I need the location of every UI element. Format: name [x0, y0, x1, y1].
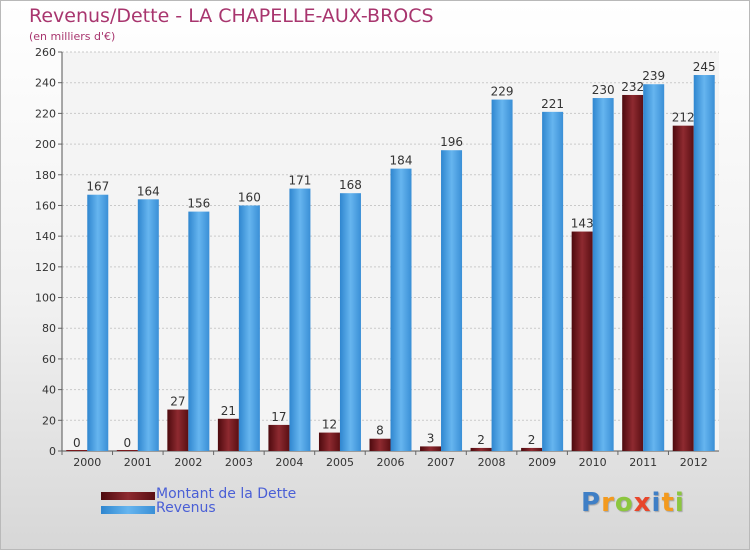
bar-revenus	[592, 98, 614, 452]
data-label-revenus: 245	[693, 60, 716, 74]
bar-dette	[66, 450, 88, 451]
bar-revenus	[137, 199, 159, 451]
y-tick-label: 180	[35, 169, 56, 182]
logo-letter: i	[674, 488, 685, 518]
y-tick-label: 80	[42, 322, 56, 335]
y-tick-label: 220	[35, 107, 56, 120]
bar-revenus	[289, 188, 311, 452]
bar-dette	[622, 94, 644, 451]
bar-dette	[268, 424, 290, 451]
data-label-dette: 2	[528, 433, 536, 447]
data-label-revenus: 184	[390, 154, 413, 168]
data-label-revenus: 168	[339, 178, 362, 192]
bar-revenus	[441, 150, 463, 451]
data-label-revenus: 196	[440, 135, 463, 149]
data-label-dette: 17	[271, 410, 286, 424]
chart-subtitle: (en milliers d'€)	[29, 30, 116, 43]
data-label-dette: 21	[221, 404, 236, 418]
logo-letter: t	[661, 488, 675, 518]
y-tick-label: 100	[35, 292, 56, 305]
data-label-revenus: 239	[642, 69, 665, 83]
bar-dette	[571, 231, 593, 451]
data-label-revenus: 156	[187, 197, 210, 211]
y-tick-label: 40	[42, 384, 56, 397]
bar-dette	[318, 432, 340, 451]
y-tick-label: 260	[35, 46, 56, 59]
y-tick-label: 240	[35, 77, 56, 90]
x-tick-label: 2003	[225, 456, 253, 469]
x-tick-label: 2012	[680, 456, 708, 469]
y-tick-label: 140	[35, 230, 56, 243]
data-label-dette: 12	[322, 418, 337, 432]
x-tick-label: 2000	[73, 456, 101, 469]
bar-revenus	[693, 75, 715, 452]
bar-revenus	[87, 194, 109, 451]
bar-dette	[116, 450, 138, 451]
data-label-revenus: 160	[238, 190, 261, 204]
x-tick-label: 2004	[275, 456, 303, 469]
data-label-dette: 8	[376, 424, 384, 438]
data-label-dette: 3	[427, 431, 435, 445]
bar-revenus	[390, 168, 412, 451]
legend-swatch-dette	[101, 492, 155, 500]
data-label-dette: 27	[170, 395, 185, 409]
data-label-dette: 2	[477, 433, 485, 447]
proxiti-logo: Proxiti	[581, 488, 685, 518]
x-tick-label: 2010	[579, 456, 607, 469]
y-tick-label: 200	[35, 138, 56, 151]
logo-letter: r	[601, 488, 615, 518]
bar-revenus	[643, 84, 665, 451]
data-label-dette: 0	[73, 436, 81, 450]
logo-letter: i	[651, 488, 662, 518]
legend-swatch-revenus	[101, 506, 155, 514]
legend-label-dette: Montant de la Dette	[156, 486, 297, 502]
bar-dette	[217, 418, 239, 451]
bar-revenus	[339, 193, 361, 451]
data-label-revenus: 171	[288, 174, 311, 188]
bar-revenus	[491, 99, 513, 452]
x-tick-label: 2009	[528, 456, 556, 469]
data-label-dette: 212	[672, 111, 695, 125]
x-tick-label: 2005	[326, 456, 354, 469]
logo-letter: x	[633, 488, 652, 518]
x-tick-label: 2007	[427, 456, 455, 469]
data-label-revenus: 230	[592, 83, 615, 97]
x-tick-label: 2011	[629, 456, 657, 469]
y-tick-label: 60	[42, 353, 56, 366]
bar-revenus	[238, 205, 260, 451]
data-label-dette: 143	[571, 217, 594, 231]
legend-label-revenus: Revenus	[156, 500, 216, 516]
bar-dette	[420, 446, 442, 451]
bar-revenus	[188, 211, 210, 451]
bar-dette	[470, 447, 492, 451]
data-label-dette: 0	[123, 436, 131, 450]
data-label-revenus: 229	[491, 85, 514, 99]
y-tick-label: 160	[35, 199, 56, 212]
bar-dette	[672, 125, 694, 452]
chart-title: Revenus/Dette - LA CHAPELLE-AUX-BROCS	[29, 5, 434, 27]
x-tick-label: 2006	[377, 456, 405, 469]
bar-dette	[369, 438, 391, 451]
y-tick-label: 0	[49, 445, 56, 458]
y-tick-label: 20	[42, 414, 56, 427]
data-label-revenus: 164	[137, 184, 160, 198]
x-tick-label: 2002	[174, 456, 202, 469]
y-tick-label: 120	[35, 261, 56, 274]
logo-letter: o	[614, 488, 634, 518]
data-label-dette: 232	[621, 80, 644, 94]
x-tick-label: 2008	[478, 456, 506, 469]
logo-letter: P	[581, 488, 602, 518]
bar-dette	[167, 409, 189, 451]
bar-revenus	[542, 111, 564, 451]
x-tick-label: 2001	[124, 456, 152, 469]
bar-dette	[521, 447, 543, 451]
data-label-revenus: 221	[541, 97, 564, 111]
data-label-revenus: 167	[86, 180, 109, 194]
